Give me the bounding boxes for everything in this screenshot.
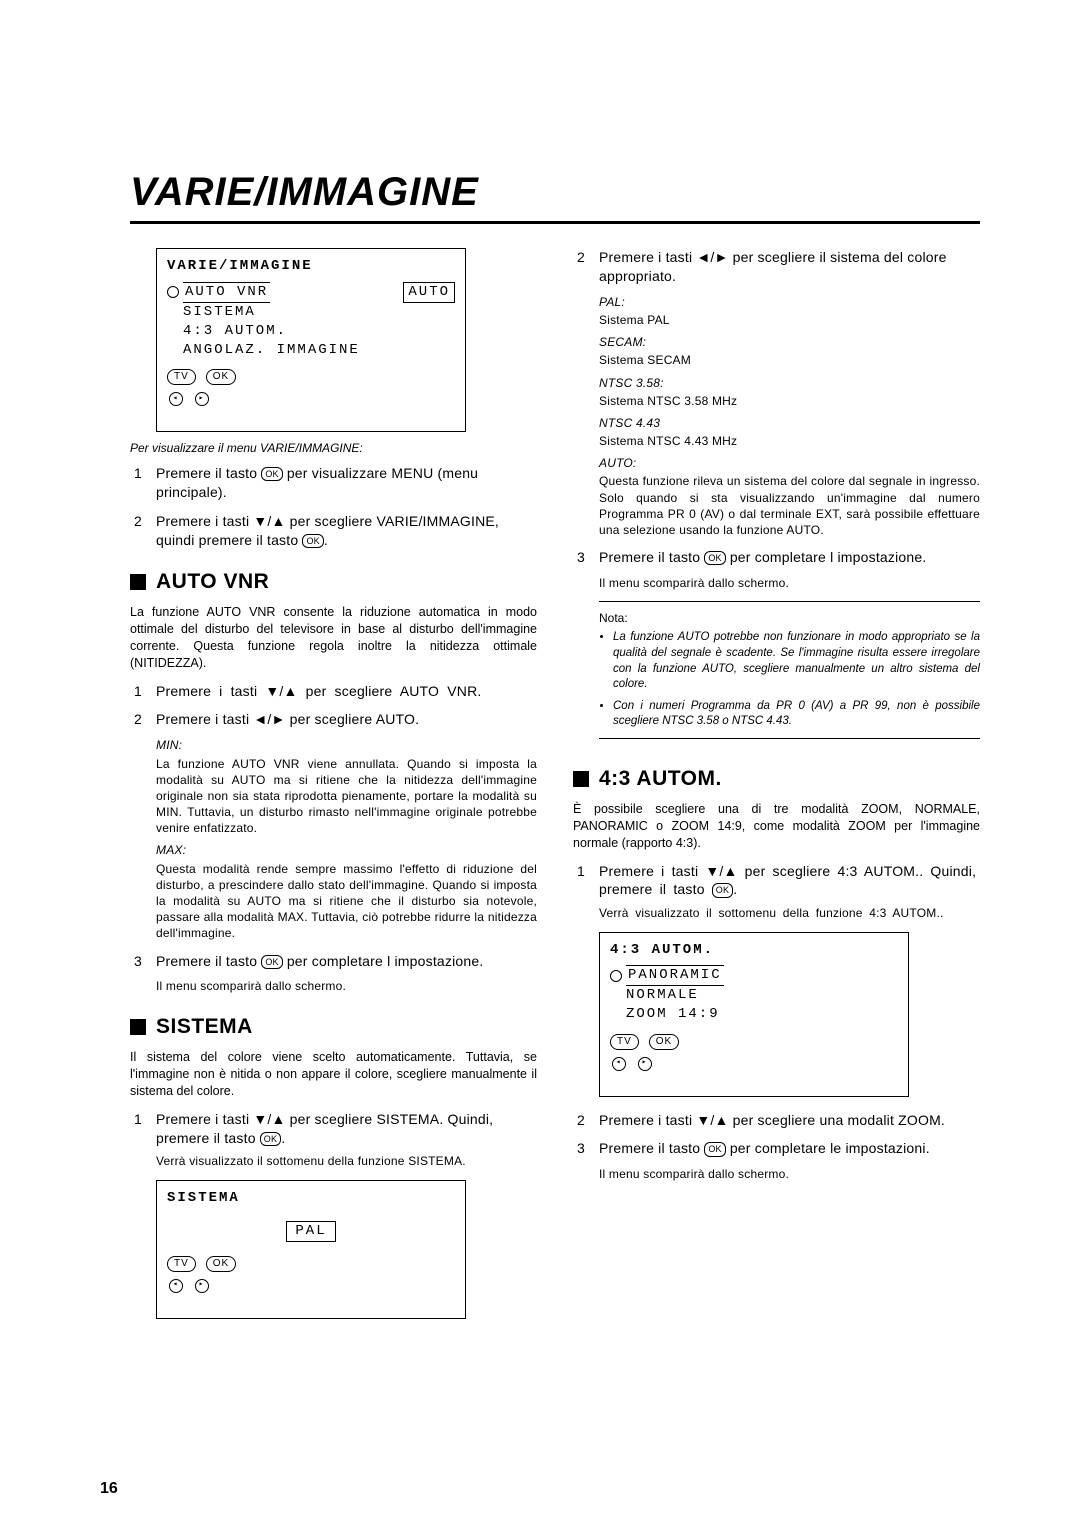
step-text: Premere i tasti ▼/▲ per scegliere SISTEM… [156,1111,493,1146]
step-text: Premere i tasti ▼/▲ per scegliere 4:3 AU… [599,863,976,898]
step-text: Premere il tasto [599,549,704,565]
ok-icon: OK [260,1132,281,1146]
ok-icon: OK [261,955,282,969]
ok-icon: OK [302,534,323,548]
autom43-steps: 1Premere i tasti ▼/▲ per scegliere 4:3 A… [573,862,980,922]
note: Verrà visualizzato il sottomenu della fu… [599,905,980,921]
nav-arrows-icon: ◂▸ [169,1266,209,1306]
section-heading-43autom: 4:3 AUTOM. [573,765,980,793]
page-title: VARIE/IMMAGINE [130,170,980,224]
label: NTSC 4.43 [599,415,980,431]
note: Il menu scomparirà dallo schermo. [599,575,980,591]
sistema-steps-cont: 2Premere i tasti ◄/► per scegliere il si… [573,248,980,591]
osd-item: SISTEMA [183,303,256,322]
ok-icon: OK [712,883,733,897]
cursor-icon [610,970,622,982]
step-text: Premere i tasti ▼/▲ per scegliere una mo… [599,1112,945,1128]
note-block: Nota: La funzione AUTO potrebbe non funz… [599,610,980,729]
heading: SISTEMA [156,1013,253,1041]
label: AUTO: [599,455,980,471]
step-text: Premere i tasti ▼/▲ per scegliere AUTO V… [156,683,481,699]
right-column: 2Premere i tasti ◄/► per scegliere il si… [573,248,980,1323]
step-text: . [281,1130,285,1146]
paragraph: Questa modalità rende sempre massimo l'e… [156,861,537,942]
nav-arrows-icon: ◂▸ [612,1044,652,1084]
paragraph: La funzione AUTO VNR consente la riduzio… [130,604,537,672]
text: Questa funzione rileva un sistema del co… [599,473,980,538]
autom43-steps-2: 2Premere i tasti ▼/▲ per scegliere una m… [573,1111,980,1183]
note-bullet: La funzione AUTO potrebbe non funzionare… [613,630,980,692]
ok-button-icon: OK [206,1256,236,1272]
osd-item: PANORAMIC [626,965,724,986]
osd-sistema: SISTEMA PAL TV OK ◂▸ [156,1180,466,1319]
square-bullet-icon [130,574,146,590]
osd-value: PAL [286,1221,335,1242]
step-text: Premere i tasti ◄/► per scegliere il sis… [599,249,947,284]
ok-button-icon: OK [649,1034,679,1050]
paragraph: La funzione AUTO VNR viene annullata. Qu… [156,756,537,837]
step-text: . [733,881,737,897]
left-column: VARIE/IMMAGINE AUTO VNR AUTO SISTEMA 4:3… [130,248,537,1323]
step-text: Premere il tasto [156,465,261,481]
step-text: per completare l impostazione. [726,549,927,565]
osd-43autom: 4:3 AUTOM. PANORAMIC NORMALE ZOOM 14:9 T… [599,932,909,1097]
ok-icon: OK [704,551,725,565]
section-heading-sistema: SISTEMA [130,1013,537,1041]
osd-item: NORMALE [626,986,699,1005]
ok-icon: OK [261,467,282,481]
caption: Per visualizzare il menu VARIE/IMMAGINE: [130,440,537,456]
label: MIN: [156,737,537,753]
two-column-layout: VARIE/IMMAGINE AUTO VNR AUTO SISTEMA 4:3… [130,248,980,1323]
text: Sistema SECAM [599,352,980,368]
step-text: per completare l impostazione. [283,953,484,969]
intro-steps: 1Premere il tasto OK per visualizzare ME… [130,464,537,550]
page-number: 16 [100,1480,118,1498]
label: MAX: [156,842,537,858]
osd-item: ANGOLAZ. IMMAGINE [183,341,360,360]
step-text: Premere il tasto [156,953,261,969]
divider [599,601,980,602]
sistema-steps: 1Premere i tasti ▼/▲ per scegliere SISTE… [130,1110,537,1170]
text: Sistema PAL [599,312,980,328]
square-bullet-icon [130,1019,146,1035]
step-text: Premere i tasti ◄/► per scegliere AUTO. [156,711,419,727]
step-text: Premere il tasto [599,1140,704,1156]
note: Il menu scomparirà dallo schermo. [599,1166,980,1182]
section-heading-autovnr: AUTO VNR [130,568,537,596]
divider [599,738,980,739]
note: Il menu scomparirà dallo schermo. [156,978,537,994]
label: NTSC 3.58: [599,375,980,391]
nav-arrows-icon: ◂▸ [169,379,209,419]
heading: AUTO VNR [156,568,269,596]
note-label: Nota: [599,610,980,626]
label: PAL: [599,294,980,310]
osd-item: AUTO VNR [183,282,270,303]
osd-item: 4:3 AUTOM. [183,322,287,341]
osd-value: AUTO [403,282,455,303]
osd-title: 4:3 AUTOM. [610,941,898,960]
paragraph: È possibile scegliere una di tre modalit… [573,801,980,852]
step-text: . [324,532,328,548]
osd-varie-immagine: VARIE/IMMAGINE AUTO VNR AUTO SISTEMA 4:3… [156,248,466,432]
heading: 4:3 AUTOM. [599,765,722,793]
osd-item: ZOOM 14:9 [626,1005,720,1024]
label: SECAM: [599,334,980,350]
ok-button-icon: OK [206,369,236,385]
text: Sistema NTSC 4.43 MHz [599,433,980,449]
ok-icon: OK [704,1142,725,1156]
cursor-icon [167,286,179,298]
note: Verrà visualizzato il sottomenu della fu… [156,1153,537,1169]
note-bullet: Con i numeri Programma da PR 0 (AV) a PR… [613,699,980,730]
text: Sistema NTSC 3.58 MHz [599,393,980,409]
square-bullet-icon [573,771,589,787]
autovnr-steps: 1Premere i tasti ▼/▲ per scegliere AUTO … [130,682,537,995]
step-text: per completare le impostazioni. [726,1140,930,1156]
osd-title: SISTEMA [167,1189,455,1208]
osd-title: VARIE/IMMAGINE [167,257,455,276]
paragraph: Il sistema del colore viene scelto autom… [130,1049,537,1100]
